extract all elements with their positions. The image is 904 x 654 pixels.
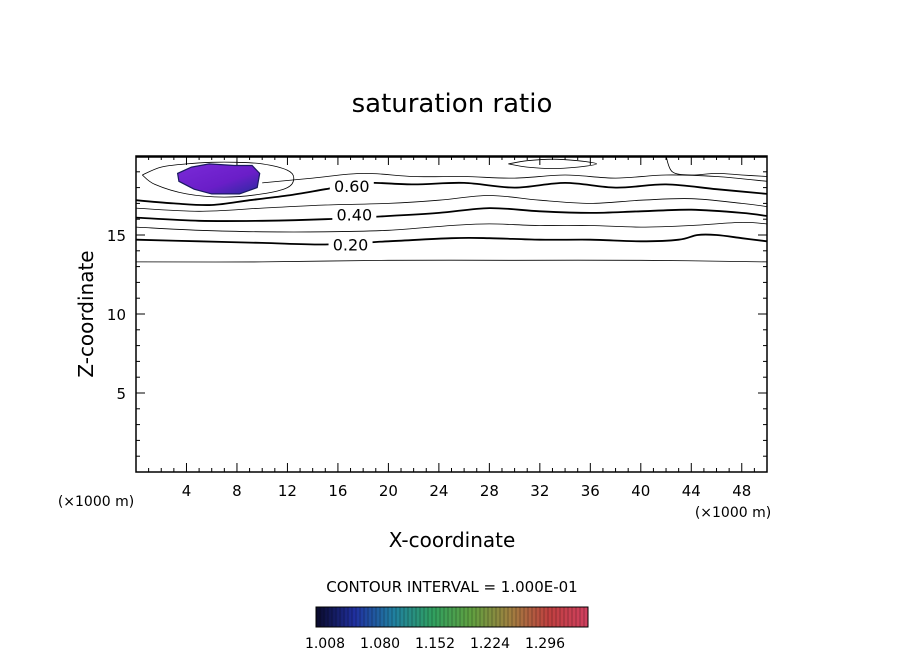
y-tick-label: 5 [116, 385, 126, 403]
y-axis-label: Z-coordinate [74, 250, 98, 377]
supersaturated-region [176, 163, 261, 195]
colorbar-tick-label: 1.296 [525, 636, 565, 652]
colorbar-tick-label: 1.152 [415, 636, 455, 652]
contour-line-0-2 [136, 233, 767, 246]
plot-contents: 0.60 0.40 0.20 [136, 156, 767, 263]
x-tick-label: 48 [732, 482, 751, 500]
contour-line-0-7 [142, 161, 295, 198]
x-tick-label: 40 [631, 482, 650, 500]
contour-line-0-7 [262, 172, 767, 184]
colorbar-tick-label: 1.224 [470, 636, 510, 652]
contour-label-bg [328, 235, 373, 254]
x-tick-label: 12 [278, 482, 297, 500]
contour-label: 0.20 [333, 235, 369, 254]
contour-line-0-5 [136, 195, 767, 212]
chart-title: saturation ratio [352, 89, 553, 119]
contour-line-0-8 [665, 156, 767, 177]
x-unit-label-left: (×1000 m) [58, 494, 134, 510]
contour-line-0-3 [136, 221, 767, 233]
x-tick-label: 24 [429, 482, 448, 500]
colorbar: 1.008 1.080 1.152 1.224 1.296 [305, 606, 589, 652]
x-tick-label: 28 [480, 482, 499, 500]
colorbar-tick-label: 1.008 [305, 636, 345, 652]
contour-line-0-8 [508, 158, 598, 170]
contour-interval-label: CONTOUR INTERVAL = 1.000E-01 [326, 578, 577, 596]
x-tick-label: 44 [682, 482, 701, 500]
colorbar-frame [315, 606, 589, 628]
contour-label-bg [329, 177, 374, 196]
contour-line-0-6 [136, 181, 767, 207]
x-tick-label: 36 [581, 482, 600, 500]
x-axis-label: X-coordinate [389, 528, 516, 552]
contour-label-bg [332, 205, 377, 224]
colorbar-tick-label: 1.080 [360, 636, 400, 652]
x-tick-label: 20 [379, 482, 398, 500]
x-tick-label: 8 [232, 482, 242, 500]
x-unit-label-right: (×1000 m) [695, 505, 771, 521]
contour-line-0-4 [136, 207, 767, 222]
x-tick-label: 16 [328, 482, 347, 500]
contour-line-0-1 [136, 259, 767, 263]
contour-label: 0.40 [337, 205, 373, 224]
x-tick-label: 32 [530, 482, 549, 500]
y-tick-label: 10 [107, 306, 126, 324]
contour-label: 0.60 [334, 177, 370, 196]
x-tick-label: 4 [182, 482, 192, 500]
y-tick-label: 15 [107, 227, 126, 245]
